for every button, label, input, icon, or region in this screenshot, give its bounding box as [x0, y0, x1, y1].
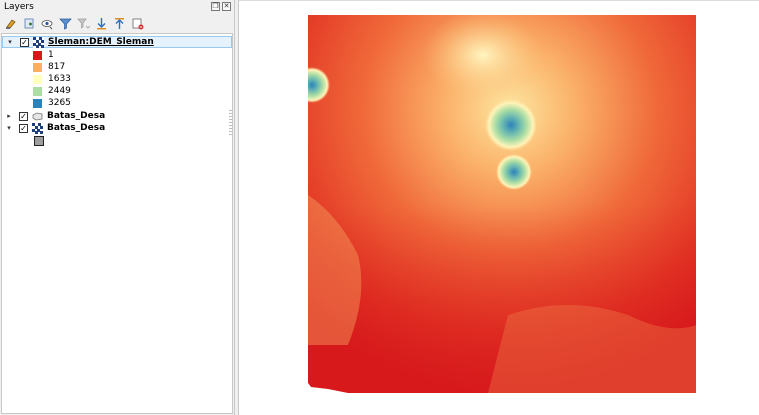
collapse-all-icon[interactable]	[112, 16, 127, 31]
vector-layer-icon	[32, 112, 43, 120]
layer-row-batas-desa-1[interactable]: ▸ ✓ Batas_Desa	[2, 110, 232, 122]
legend-swatch	[33, 50, 42, 60]
close-icon[interactable]: ✕	[222, 2, 231, 11]
chevron-down-icon[interactable]: ▾	[7, 124, 11, 132]
legend-swatch	[33, 62, 42, 72]
layers-toolbar	[2, 14, 233, 32]
layers-panel: Layers ❐ ✕	[0, 0, 235, 415]
legend-swatch	[33, 86, 42, 96]
polygon-symbol-swatch	[34, 136, 44, 146]
panel-controls: ❐ ✕	[211, 2, 231, 11]
legend-swatch	[33, 74, 42, 84]
filter-expression-icon[interactable]	[76, 16, 91, 31]
layer-visibility-checkbox[interactable]: ✓	[19, 111, 28, 121]
legend-label: 2449	[48, 86, 71, 96]
layer-tree: ▾ ✓ Sleman:DEM_Sleman 1 817	[1, 33, 233, 414]
legend-swatch	[33, 98, 42, 108]
filter-legend-icon[interactable]	[58, 16, 73, 31]
dem-raster-render	[308, 15, 696, 393]
legend-label: 1633	[48, 74, 71, 84]
map-canvas[interactable]	[238, 0, 759, 415]
raster-layer-icon	[32, 122, 43, 134]
layer-row-batas-desa-2[interactable]: ▾ ✓ Batas_Desa	[2, 122, 232, 134]
panel-resize-handle[interactable]	[229, 110, 232, 136]
style-paint-icon[interactable]	[4, 16, 19, 31]
legend-item: 2449	[33, 85, 71, 97]
layer-name: Batas_Desa	[47, 123, 106, 133]
layer-visibility-checkbox[interactable]: ✓	[19, 123, 28, 133]
panel-title: Layers	[4, 2, 34, 12]
legend-label: 1	[48, 50, 54, 60]
manage-map-themes-icon[interactable]	[40, 16, 55, 31]
restore-icon[interactable]: ❐	[211, 2, 220, 11]
raster-layer-icon	[33, 36, 44, 48]
add-group-icon[interactable]	[22, 16, 37, 31]
legend-label: 3265	[48, 98, 71, 108]
legend-item: 1	[33, 49, 54, 61]
chevron-down-icon[interactable]: ▾	[8, 38, 12, 46]
legend-item: 1633	[33, 73, 71, 85]
legend-item: 3265	[33, 97, 71, 109]
expand-all-icon[interactable]	[94, 16, 109, 31]
layer-name: Batas_Desa	[47, 111, 106, 121]
legend-item: 817	[33, 61, 65, 73]
layer-visibility-checkbox[interactable]: ✓	[20, 37, 29, 47]
remove-layer-icon[interactable]	[130, 16, 145, 31]
legend-label: 817	[48, 62, 66, 72]
chevron-right-icon[interactable]: ▸	[7, 112, 11, 120]
layer-name: Sleman:DEM_Sleman	[48, 37, 154, 47]
layer-row-dem[interactable]: ▾ ✓ Sleman:DEM_Sleman	[2, 36, 232, 48]
